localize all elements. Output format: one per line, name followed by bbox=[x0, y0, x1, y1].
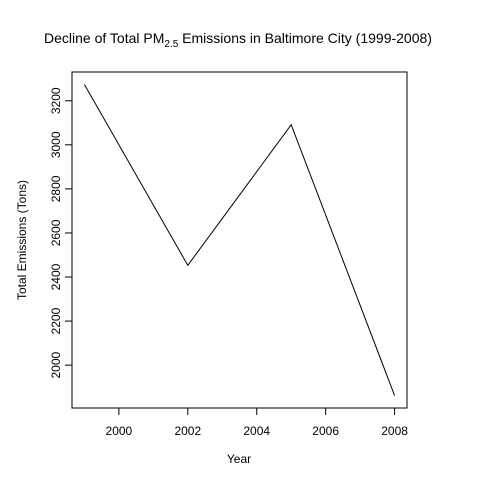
x-tick-label: 2004 bbox=[243, 424, 270, 438]
y-axis-label: Total Emissions (Tons) bbox=[15, 180, 29, 300]
plot-frame bbox=[71, 71, 408, 409]
x-tick-label: 2002 bbox=[174, 424, 201, 438]
x-axis-label: Year bbox=[227, 452, 251, 466]
x-tick-label: 2008 bbox=[381, 424, 408, 438]
x-tick-label: 2006 bbox=[312, 424, 339, 438]
chart-title-main: Decline of Total PM bbox=[44, 30, 164, 46]
y-tick-label: 2000 bbox=[49, 351, 63, 378]
y-tick-label: 2600 bbox=[49, 219, 63, 246]
y-axis: 2000 2200 2400 2600 2800 3000 3200 bbox=[49, 87, 73, 378]
x-axis: 2000 2002 2004 2006 2008 bbox=[106, 407, 408, 438]
y-tick-label: 3200 bbox=[49, 87, 63, 114]
chart-title: Decline of Total PM2.5 Emissions in Balt… bbox=[44, 30, 432, 50]
y-tick-label: 3000 bbox=[49, 131, 63, 158]
y-tick-label: 2400 bbox=[49, 263, 63, 290]
y-tick-label: 2200 bbox=[49, 307, 63, 334]
chart-title-subscript: 2.5 bbox=[164, 39, 178, 50]
chart-title-rest: Emissions in Baltimore City (1999-2008) bbox=[178, 30, 432, 46]
y-tick-label: 2800 bbox=[49, 175, 63, 202]
x-tick-label: 2000 bbox=[106, 424, 133, 438]
emissions-line bbox=[83, 84, 396, 396]
